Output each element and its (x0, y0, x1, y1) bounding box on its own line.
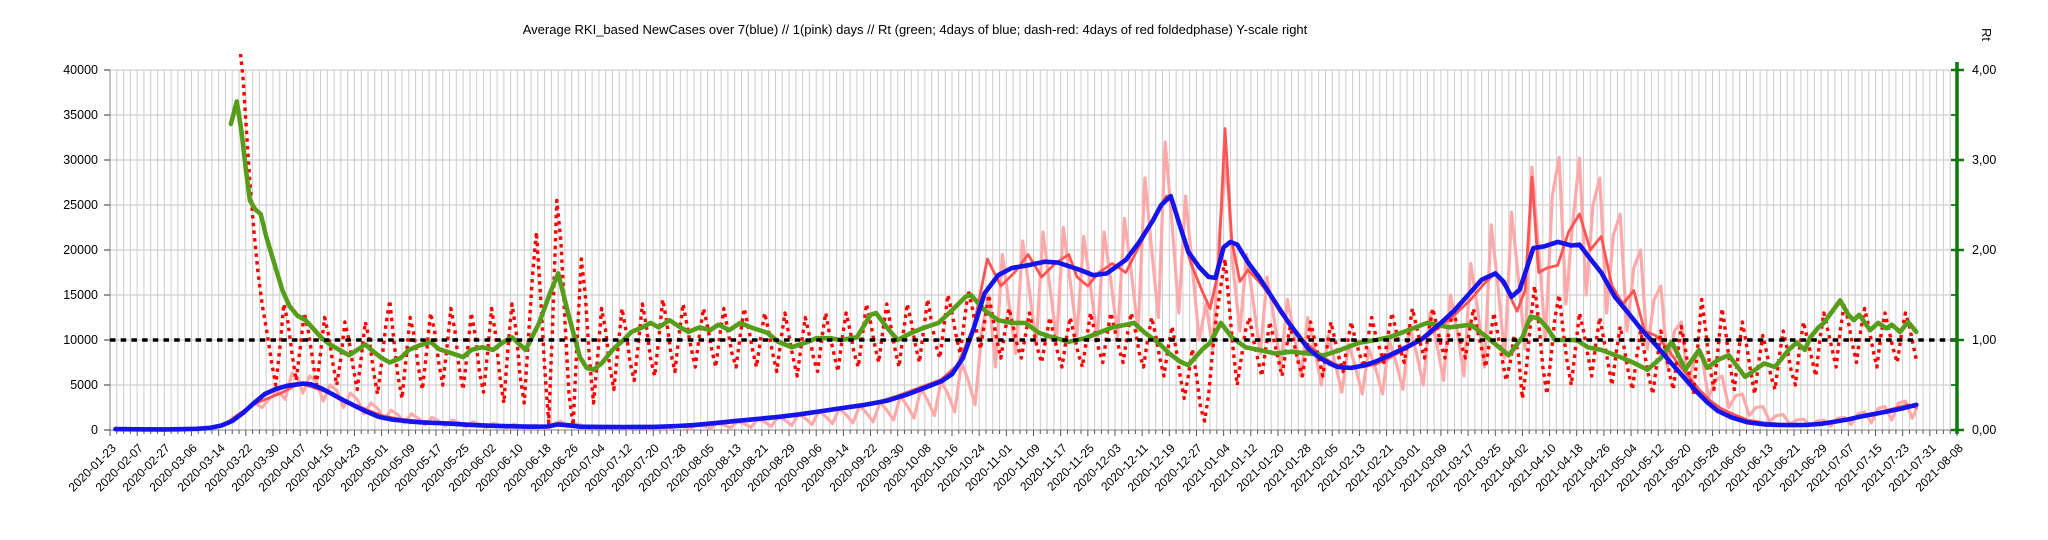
y-axis-tick-label: 5000 (70, 378, 98, 392)
y-axis-tick-label: 25000 (63, 198, 98, 212)
y-axis-tick-label: 40000 (63, 63, 98, 77)
right-axis-tick-label: 2,00 (1972, 243, 1997, 257)
y-axis-tick-label: 20000 (63, 243, 98, 257)
y-axis-tick-label: 30000 (63, 153, 98, 167)
series-newcases-1day-pink (113, 140, 1918, 432)
series-newcases-folded-red (116, 127, 1918, 432)
y-axis-tick-label: 15000 (63, 288, 98, 302)
y-axis-tick-label: 0 (91, 423, 98, 437)
y-axis-tick-label: 35000 (63, 108, 98, 122)
series-group (113, 54, 1919, 432)
series-rt-foldedphase-dashred (238, 54, 1918, 428)
series-newcases-7day-blue (113, 193, 1919, 432)
right-axis-tick-label: 4,00 (1972, 63, 1997, 77)
right-axis-tick-label: 3,00 (1972, 153, 1997, 167)
series-rt-green (228, 99, 1919, 380)
chart-title: Average RKI_based NewCases over 7(blue) … (522, 22, 1308, 37)
right-axis-tick-label: 1,00 (1972, 333, 1997, 347)
right-axis-tick-label: 0,00 (1972, 423, 1997, 437)
y-axis-tick-label: 10000 (63, 333, 98, 347)
